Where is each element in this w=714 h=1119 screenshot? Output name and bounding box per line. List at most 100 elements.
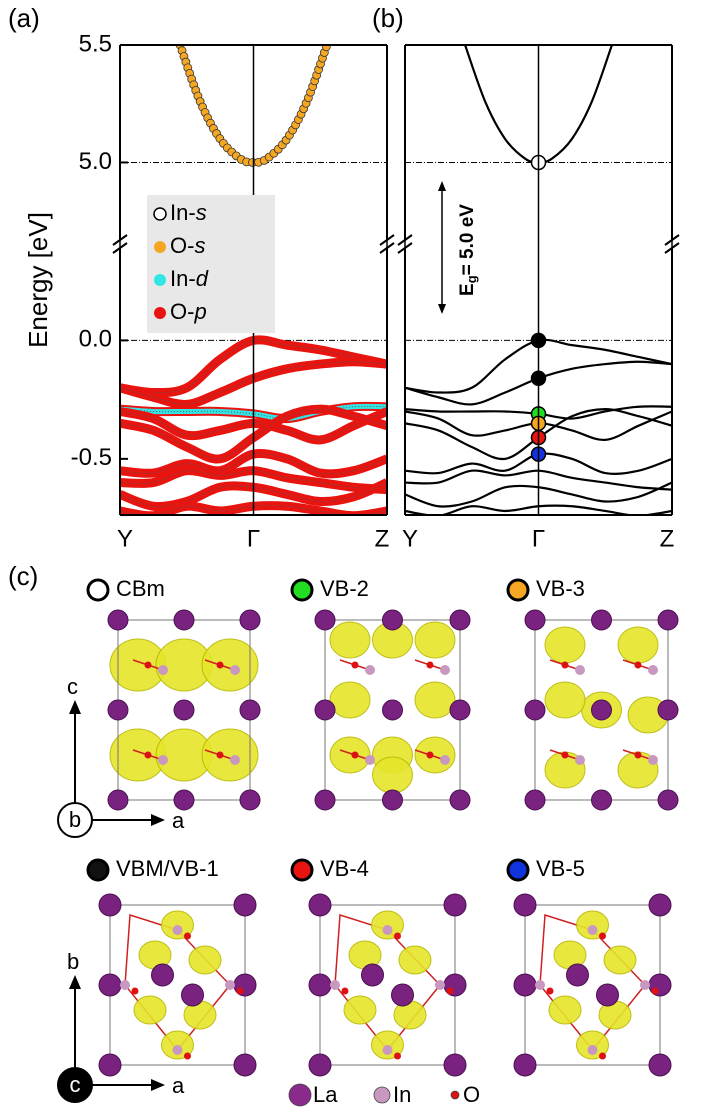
x-tick-label: Γ bbox=[247, 525, 260, 552]
o-atom bbox=[426, 751, 434, 759]
orbital-lobe bbox=[617, 626, 659, 664]
la-atom bbox=[382, 789, 403, 811]
orbital-lobe bbox=[201, 638, 259, 692]
gap-text: = 5.0 eV bbox=[457, 204, 478, 276]
o-atom bbox=[216, 661, 224, 669]
la-atom bbox=[173, 699, 195, 721]
la-atom bbox=[314, 699, 336, 721]
o-atom bbox=[131, 987, 139, 995]
la-atom bbox=[98, 893, 122, 917]
state-label: VB-4 bbox=[320, 856, 369, 881]
orbital-lobe bbox=[329, 681, 371, 719]
in-atom bbox=[435, 980, 445, 990]
la-atom bbox=[382, 699, 403, 721]
state-marker bbox=[86, 578, 110, 602]
y-tick-label: 0.0 bbox=[79, 326, 112, 353]
orbital-lobe bbox=[414, 681, 456, 719]
state-label: VB-5 bbox=[536, 856, 585, 881]
in-atom bbox=[640, 980, 650, 990]
state-marker bbox=[290, 858, 314, 882]
o-atom bbox=[144, 661, 152, 669]
o-atom bbox=[394, 932, 401, 940]
orbital-lobe bbox=[544, 681, 586, 719]
la-atom bbox=[382, 609, 403, 631]
o-atom bbox=[184, 1052, 191, 1060]
la-atom bbox=[107, 609, 129, 631]
crystal-cell bbox=[314, 609, 471, 811]
la-atom bbox=[173, 789, 195, 811]
band-line bbox=[120, 482, 387, 508]
arrow-head bbox=[151, 1079, 165, 1091]
state-label: VBM/VB-1 bbox=[116, 856, 219, 881]
x-tick-label: Y bbox=[402, 525, 418, 552]
la-atom bbox=[151, 963, 174, 987]
la-atom bbox=[524, 789, 546, 811]
arrow-head bbox=[69, 975, 81, 989]
x-tick-label: Γ bbox=[532, 525, 545, 552]
orbital-lobe bbox=[548, 995, 582, 1025]
la-atom bbox=[513, 893, 537, 917]
band-line bbox=[120, 470, 387, 491]
legend-text: O- bbox=[170, 299, 194, 324]
atom-key bbox=[288, 1083, 312, 1107]
la-atom bbox=[657, 699, 679, 721]
state-label: VB-2 bbox=[320, 576, 369, 601]
la-atom bbox=[524, 699, 546, 721]
band-line bbox=[120, 453, 387, 475]
la-atom bbox=[566, 963, 589, 987]
la-atom bbox=[648, 893, 672, 917]
in-atom bbox=[382, 1045, 393, 1055]
la-atom bbox=[449, 789, 471, 811]
o-atom bbox=[144, 751, 152, 759]
orbital-lobe bbox=[188, 945, 222, 975]
la-atom bbox=[513, 973, 537, 997]
o-atom bbox=[351, 751, 359, 759]
in-atom bbox=[440, 755, 450, 765]
legend-text: s bbox=[196, 200, 207, 225]
in-atom bbox=[382, 925, 393, 935]
legend-box bbox=[147, 195, 275, 333]
gap-text: g bbox=[464, 275, 479, 283]
la-atom bbox=[648, 1053, 672, 1077]
atom-key bbox=[373, 1086, 391, 1104]
la-atom bbox=[591, 789, 612, 811]
band-line bbox=[120, 410, 387, 441]
la-atom bbox=[107, 699, 129, 721]
legend-label: O-s bbox=[170, 233, 205, 258]
panel-label: (c) bbox=[8, 561, 38, 591]
in-atom bbox=[365, 665, 375, 675]
in-atom bbox=[575, 755, 585, 765]
legend-text: d bbox=[196, 266, 209, 291]
y-axis-label: Energy [eV] bbox=[23, 212, 53, 348]
orbital-lobe bbox=[201, 728, 259, 782]
la-atom bbox=[233, 893, 257, 917]
legend-text: In- bbox=[170, 266, 196, 291]
in-atom bbox=[172, 925, 183, 935]
crystal-cell bbox=[98, 893, 257, 1077]
la-atom bbox=[173, 609, 195, 631]
la-atom bbox=[308, 973, 332, 997]
legend-marker bbox=[154, 307, 166, 319]
axis-label: b bbox=[67, 949, 79, 974]
atom-label: In bbox=[393, 1082, 411, 1107]
la-atom bbox=[443, 893, 467, 917]
crystal-cell bbox=[513, 893, 672, 1077]
legend-text: p bbox=[193, 299, 206, 324]
legend-text: O- bbox=[170, 233, 194, 258]
axis-label: c bbox=[70, 1072, 81, 1097]
la-atom bbox=[98, 1053, 122, 1077]
band-dot bbox=[321, 45, 331, 52]
x-tick-label: Y bbox=[117, 525, 133, 552]
state-label: VB-3 bbox=[536, 576, 585, 601]
la-atom bbox=[181, 983, 204, 1007]
in-atom bbox=[648, 755, 658, 765]
la-atom bbox=[239, 789, 261, 811]
la-atom bbox=[107, 789, 129, 811]
la-atom bbox=[98, 973, 122, 997]
o-atom bbox=[184, 932, 191, 940]
la-atom bbox=[239, 699, 261, 721]
la-atom bbox=[591, 699, 612, 721]
o-atom bbox=[599, 1052, 606, 1060]
la-atom bbox=[449, 699, 471, 721]
orbital-lobe bbox=[133, 995, 167, 1025]
